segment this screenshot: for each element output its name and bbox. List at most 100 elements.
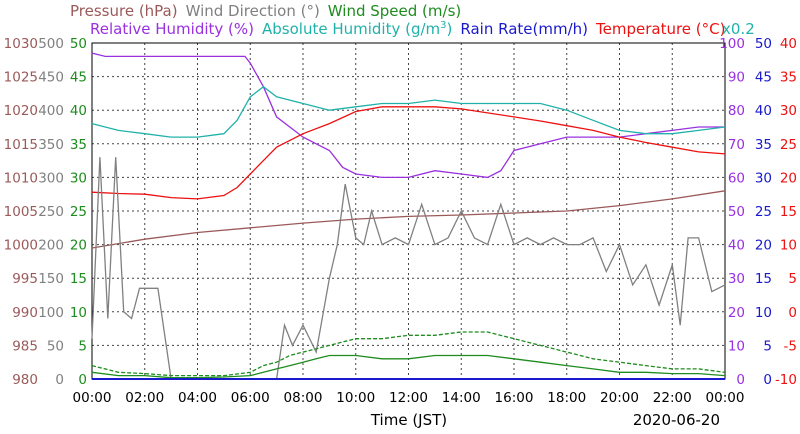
legend-row-1: Pressure (hPa) Wind Direction (°) Wind Spe…	[70, 2, 461, 20]
rain-tick: 10	[755, 305, 772, 321]
wind_dir-tick: 450	[38, 70, 64, 86]
temperature-tick: 10	[780, 238, 797, 254]
temperature-tick: 15	[780, 204, 797, 220]
x-tick-label: 08:00	[284, 390, 323, 406]
x-tick-label: 14:00	[442, 390, 481, 406]
date-label: 2020-06-20	[633, 411, 720, 429]
x-tick-label: 06:00	[231, 390, 270, 406]
left-axes: 1030102510201015101010051000995990985980…	[4, 36, 87, 388]
legend-item-r2-0: Relative Humidity (%)	[90, 20, 254, 38]
legend-item-2: Wind Speed (m/s)	[328, 2, 461, 20]
wind_speed-tick: 25	[70, 204, 87, 220]
humidity-tick: 50	[728, 204, 745, 220]
x-tick-label: 10:00	[336, 390, 375, 406]
rain-tick: 30	[755, 170, 772, 186]
wind_speed-tick: 5	[78, 338, 87, 354]
legend-item-1: Wind Direction (°)	[186, 2, 320, 20]
rain-tick: 50	[755, 36, 772, 52]
pressure-tick: 985	[12, 338, 38, 354]
x-tick-label: 16:00	[495, 390, 534, 406]
rain-tick: 45	[755, 70, 772, 86]
humidity-tick: 40	[728, 238, 745, 254]
x-tick-label: 02:00	[125, 390, 164, 406]
x-tick-label: 12:00	[389, 390, 428, 406]
legend-item-0: Pressure (hPa)	[70, 2, 178, 20]
temperature-tick: 20	[780, 170, 797, 186]
wind_speed-tick: 45	[70, 70, 87, 86]
series-temperature	[91, 106, 726, 200]
temperature-tick: -10	[775, 372, 797, 388]
wind_speed-tick: 0	[78, 372, 87, 388]
wind_speed-tick: 50	[70, 36, 87, 52]
series-layer	[91, 52, 726, 380]
temperature-tick: 30	[780, 103, 797, 119]
humidity-tick: 10	[728, 338, 745, 354]
wind_speed-tick: 10	[70, 305, 87, 321]
wind_dir-tick: 500	[38, 36, 64, 52]
grid-lines	[92, 43, 725, 379]
humidity-tick: 70	[728, 137, 745, 153]
rain-tick: 20	[755, 238, 772, 254]
wind_dir-tick: 250	[38, 204, 64, 220]
pressure-tick: 1000	[4, 238, 38, 254]
pressure-tick: 995	[12, 271, 38, 287]
series-wind-speed-gust	[91, 331, 726, 377]
rain-tick: 5	[763, 338, 772, 354]
series-relative-humidity	[91, 52, 725, 179]
wind_dir-tick: 200	[38, 238, 64, 254]
humidity-tick: 20	[728, 305, 745, 321]
legend-row-2: Relative Humidity (%) Absolute Humidity (…	[90, 20, 725, 38]
x-tick-label: 22:00	[653, 390, 692, 406]
x-tick-label: 00:00	[706, 390, 745, 406]
wind_dir-tick: 100	[38, 305, 64, 321]
right-axes: 1009080706050403020100504540353025201510…	[719, 36, 797, 388]
rain-tick: 40	[755, 103, 772, 119]
wind_dir-tick: 400	[38, 103, 64, 119]
pressure-tick: 1005	[4, 204, 38, 220]
wind_dir-tick: 350	[38, 137, 64, 153]
pressure-tick: 990	[12, 305, 38, 321]
wind_speed-tick: 15	[70, 271, 87, 287]
legend-item-r2-2: Rain Rate(mm/h)	[460, 20, 588, 38]
rain-tick: 25	[755, 204, 772, 220]
temperature-tick: -5	[784, 338, 797, 354]
temperature-tick: 40	[780, 36, 797, 52]
x-tick-label: 04:00	[178, 390, 217, 406]
pressure-tick: 1030	[4, 36, 38, 52]
rain-tick: 0	[763, 372, 772, 388]
humidity-tick: 0	[736, 372, 745, 388]
wind_speed-tick: 30	[70, 170, 87, 186]
humidity-tick: 30	[728, 271, 745, 287]
wind_speed-tick: 40	[70, 103, 87, 119]
x-axis-label: Time (JST)	[370, 411, 447, 429]
legend-item-r2-1: Absolute Humidity (g/m	[262, 20, 440, 38]
pressure-tick: 1015	[4, 137, 38, 153]
wind_dir-tick: 300	[38, 170, 64, 186]
legend-scale-note: x0.2	[722, 20, 755, 38]
pressure-tick: 1020	[4, 103, 38, 119]
x-axis: 00:00 02:00 04:00 06:00 08:00 10:00 12:00 14:00…	[73, 390, 745, 406]
humidity-tick: 80	[728, 103, 745, 119]
legend-close-paren: )	[447, 20, 453, 38]
humidity-tick: 60	[728, 170, 745, 186]
legend-item-r2-3: Temperature (°C)	[595, 20, 725, 38]
wind_dir-tick: 0	[55, 372, 64, 388]
x-tick-label: 18:00	[547, 390, 586, 406]
legend-superscript: 3	[440, 20, 446, 31]
humidity-tick: 100	[719, 36, 745, 52]
pressure-tick: 1025	[4, 70, 38, 86]
series-wind-speed	[91, 354, 726, 379]
temperature-tick: 0	[788, 305, 797, 321]
series-pressure	[91, 190, 726, 249]
wind_speed-tick: 35	[70, 137, 87, 153]
wind_dir-tick: 50	[47, 338, 64, 354]
x-tick-label: 00:00	[73, 390, 112, 406]
humidity-tick: 90	[728, 70, 745, 86]
series-absolute-humidity-x0-2	[91, 85, 726, 138]
pressure-tick: 1010	[4, 170, 38, 186]
temperature-tick: 35	[780, 70, 797, 86]
rain-tick: 15	[755, 271, 772, 287]
x-tick-label: 20:00	[600, 390, 639, 406]
wind_speed-tick: 20	[70, 238, 87, 254]
